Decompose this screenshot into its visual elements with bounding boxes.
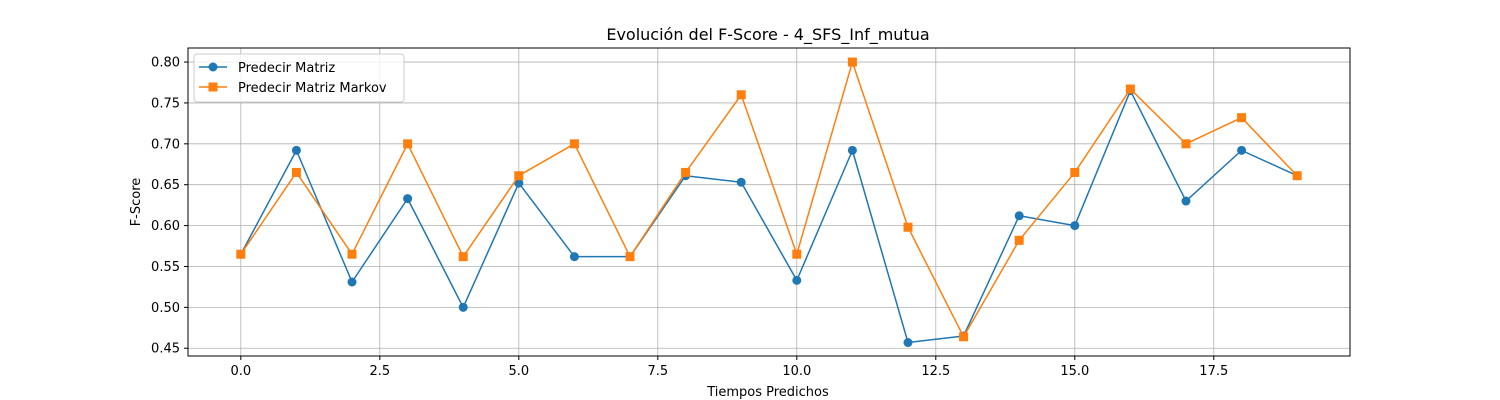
- data-point: [1125, 84, 1135, 94]
- y-tick-label: 0.60: [151, 219, 180, 234]
- legend-marker-predecir-matriz: [208, 62, 218, 72]
- data-point: [236, 249, 246, 259]
- data-point: [458, 252, 468, 262]
- data-point: [403, 139, 413, 149]
- data-point: [458, 302, 468, 312]
- series-line: [240, 61, 1298, 338]
- data-point: [1181, 139, 1191, 149]
- data-point: [1237, 145, 1247, 155]
- data-point: [514, 171, 524, 181]
- data-point: [291, 145, 301, 155]
- data-point: [792, 275, 802, 285]
- data-point: [347, 277, 357, 287]
- legend-label-predecir-matriz: Predecir Matriz: [238, 61, 335, 76]
- legend-label-predecir-matriz-markov: Predecir Matriz Markov: [238, 81, 387, 96]
- x-tick-label: 17.5: [1199, 364, 1228, 379]
- data-point: [569, 139, 579, 149]
- series-line: [240, 89, 1298, 344]
- data-point: [903, 338, 913, 348]
- data-point: [736, 177, 746, 187]
- data-point: [1181, 196, 1191, 206]
- data-point: [291, 167, 301, 177]
- data-point: [1070, 167, 1080, 177]
- x-tick-label: 10.0: [782, 364, 811, 379]
- x-tick-label: 5.0: [508, 364, 529, 379]
- data-point: [792, 249, 802, 259]
- data-point: [1237, 113, 1247, 123]
- data-point: [736, 90, 746, 100]
- y-tick-label: 0.55: [151, 260, 180, 275]
- axis-ticks: 0.0 2.5 5.0 7.5 10.0 12.5 15.0 17.5 0.45 0.50 0.55…: [151, 56, 1228, 379]
- data-point: [1014, 211, 1024, 221]
- data-point: [903, 222, 913, 232]
- data-point: [514, 178, 524, 188]
- x-tick-label: 7.5: [647, 364, 668, 379]
- series-group: [236, 57, 1302, 348]
- y-axis-label: F-Score: [129, 178, 144, 227]
- y-tick-label: 0.80: [151, 56, 180, 71]
- legend: Predecir Matriz Predecir Matriz Markov: [193, 53, 405, 103]
- x-tick-label: 15.0: [1060, 364, 1089, 379]
- y-tick-label: 0.70: [151, 137, 180, 152]
- y-tick-label: 0.75: [151, 96, 180, 111]
- series-1: [236, 57, 1302, 342]
- chart-title: Evolución del F-Score - 4_SFS_Inf_mutua: [606, 25, 929, 45]
- x-tick-label: 2.5: [369, 364, 390, 379]
- legend-marker-predecir-matriz-markov: [208, 82, 218, 92]
- plot-frame: [187, 47, 1351, 357]
- data-point: [959, 332, 969, 342]
- data-point: [569, 252, 579, 262]
- data-point: [1292, 171, 1302, 181]
- data-point: [681, 167, 691, 177]
- data-point: [847, 57, 857, 67]
- data-point: [1014, 235, 1024, 245]
- data-point: [403, 194, 413, 204]
- data-point: [847, 145, 857, 155]
- x-tick-label: 0.0: [230, 364, 251, 379]
- y-tick-label: 0.45: [151, 342, 180, 357]
- y-tick-label: 0.65: [151, 178, 180, 193]
- x-tick-label: 12.5: [921, 364, 950, 379]
- legend-box: [193, 53, 405, 103]
- x-axis-label: Tiempos Predichos: [706, 385, 829, 400]
- data-point: [347, 249, 357, 259]
- data-point: [625, 252, 635, 262]
- data-point: [1070, 221, 1080, 231]
- y-tick-label: 0.50: [151, 301, 180, 316]
